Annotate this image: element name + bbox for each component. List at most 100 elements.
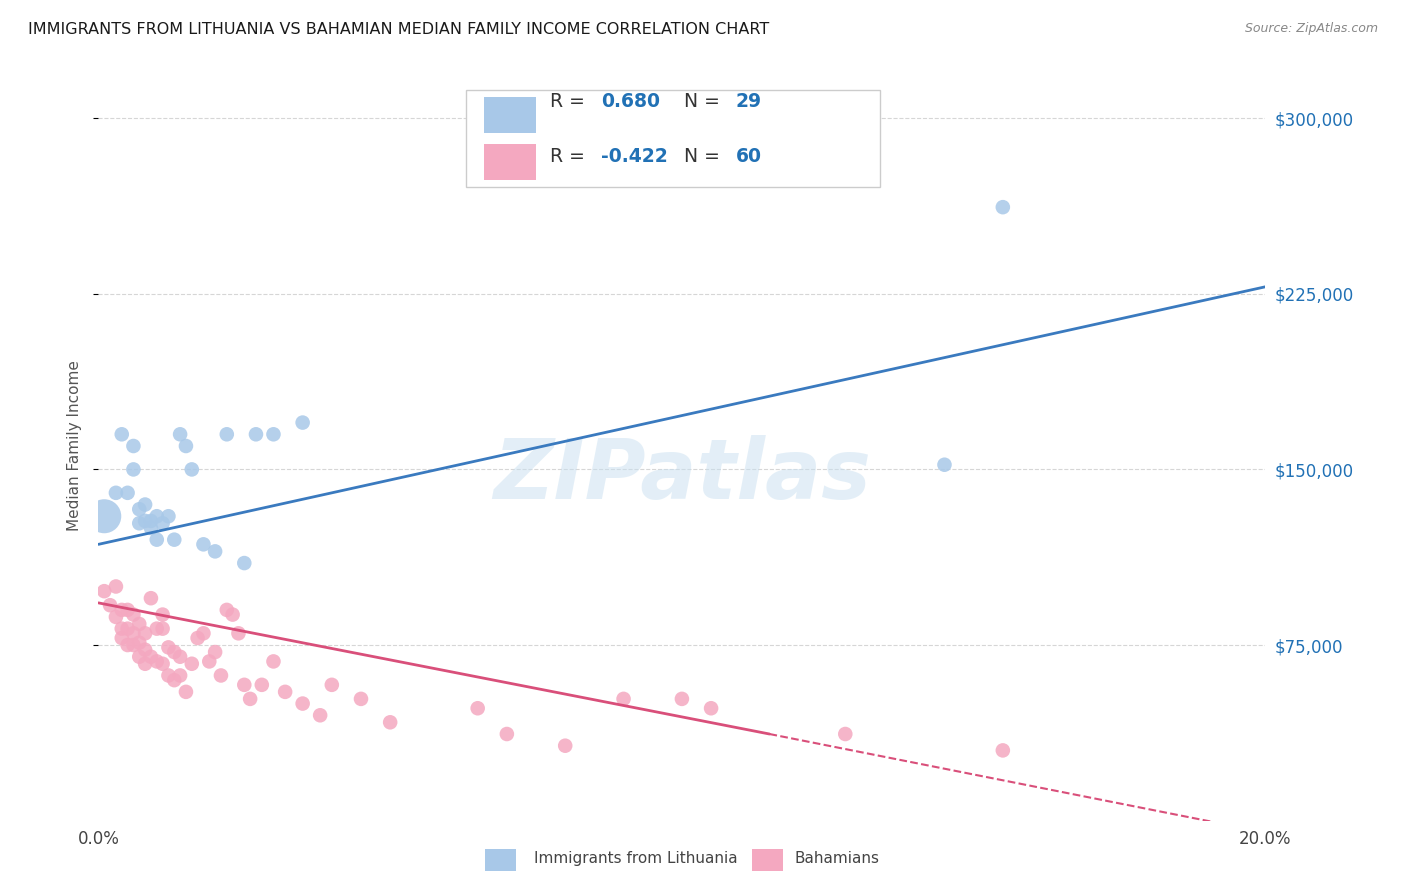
- Point: [380, 715, 402, 730]
- Point: [146, 655, 169, 669]
- Point: [198, 655, 221, 669]
- Point: [233, 556, 256, 570]
- Point: [180, 462, 202, 476]
- Point: [122, 638, 145, 652]
- Point: [93, 584, 115, 599]
- Point: [221, 607, 243, 622]
- Point: [122, 462, 145, 476]
- Text: ZIPatlas: ZIPatlas: [494, 435, 870, 516]
- Point: [671, 692, 693, 706]
- Point: [139, 514, 162, 528]
- Point: [612, 692, 634, 706]
- Point: [350, 692, 373, 706]
- FancyBboxPatch shape: [484, 144, 536, 180]
- Text: Immigrants from Lithuania: Immigrants from Lithuania: [534, 851, 738, 865]
- Text: R =: R =: [550, 92, 591, 111]
- Point: [169, 649, 191, 664]
- Point: [128, 502, 150, 516]
- Point: [291, 416, 314, 430]
- Point: [134, 514, 156, 528]
- Point: [134, 626, 156, 640]
- Point: [174, 439, 197, 453]
- Point: [215, 603, 238, 617]
- Point: [991, 200, 1014, 214]
- Point: [152, 516, 174, 531]
- Text: Source: ZipAtlas.com: Source: ZipAtlas.com: [1244, 22, 1378, 36]
- Point: [111, 622, 134, 636]
- FancyBboxPatch shape: [465, 90, 880, 187]
- Point: [157, 668, 180, 682]
- Point: [104, 580, 127, 594]
- Point: [146, 622, 169, 636]
- Point: [467, 701, 489, 715]
- Point: [991, 743, 1014, 757]
- Point: [111, 427, 134, 442]
- Point: [104, 485, 127, 500]
- Point: [163, 645, 186, 659]
- Point: [193, 626, 215, 640]
- Point: [187, 631, 209, 645]
- Point: [122, 439, 145, 453]
- Point: [274, 685, 297, 699]
- Point: [262, 427, 284, 442]
- Point: [117, 638, 139, 652]
- Point: [215, 427, 238, 442]
- Y-axis label: Median Family Income: Median Family Income: [66, 360, 82, 532]
- Text: 29: 29: [735, 92, 762, 111]
- Point: [111, 631, 134, 645]
- Point: [163, 533, 186, 547]
- Point: [93, 509, 115, 524]
- Point: [193, 537, 215, 551]
- Point: [146, 509, 169, 524]
- Point: [122, 626, 145, 640]
- Point: [204, 544, 226, 558]
- Point: [934, 458, 956, 472]
- Text: R =: R =: [550, 146, 591, 166]
- Text: IMMIGRANTS FROM LITHUANIA VS BAHAMIAN MEDIAN FAMILY INCOME CORRELATION CHART: IMMIGRANTS FROM LITHUANIA VS BAHAMIAN ME…: [28, 22, 769, 37]
- Point: [262, 655, 284, 669]
- Point: [169, 668, 191, 682]
- Point: [233, 678, 256, 692]
- Point: [117, 485, 139, 500]
- Point: [245, 427, 267, 442]
- Point: [104, 610, 127, 624]
- Point: [157, 640, 180, 655]
- Text: -0.422: -0.422: [602, 146, 668, 166]
- Point: [134, 657, 156, 671]
- Point: [128, 649, 150, 664]
- Point: [128, 516, 150, 531]
- Point: [128, 635, 150, 649]
- Point: [250, 678, 273, 692]
- Text: 0.680: 0.680: [602, 92, 661, 111]
- Text: Bahamians: Bahamians: [794, 851, 879, 865]
- Point: [180, 657, 202, 671]
- Point: [146, 533, 169, 547]
- Point: [122, 607, 145, 622]
- Point: [157, 509, 180, 524]
- Point: [700, 701, 723, 715]
- Point: [152, 607, 174, 622]
- Point: [169, 427, 191, 442]
- Point: [117, 603, 139, 617]
- Point: [134, 642, 156, 657]
- Point: [228, 626, 250, 640]
- Point: [163, 673, 186, 688]
- Point: [128, 617, 150, 632]
- Point: [239, 692, 262, 706]
- Point: [321, 678, 343, 692]
- Point: [204, 645, 226, 659]
- Point: [111, 603, 134, 617]
- Point: [834, 727, 856, 741]
- Point: [134, 498, 156, 512]
- Point: [496, 727, 519, 741]
- Point: [554, 739, 576, 753]
- Point: [291, 697, 314, 711]
- Point: [152, 622, 174, 636]
- Point: [117, 622, 139, 636]
- Point: [98, 599, 121, 613]
- Text: N =: N =: [685, 92, 725, 111]
- Point: [139, 521, 162, 535]
- Point: [174, 685, 197, 699]
- Point: [139, 649, 162, 664]
- Text: 60: 60: [735, 146, 762, 166]
